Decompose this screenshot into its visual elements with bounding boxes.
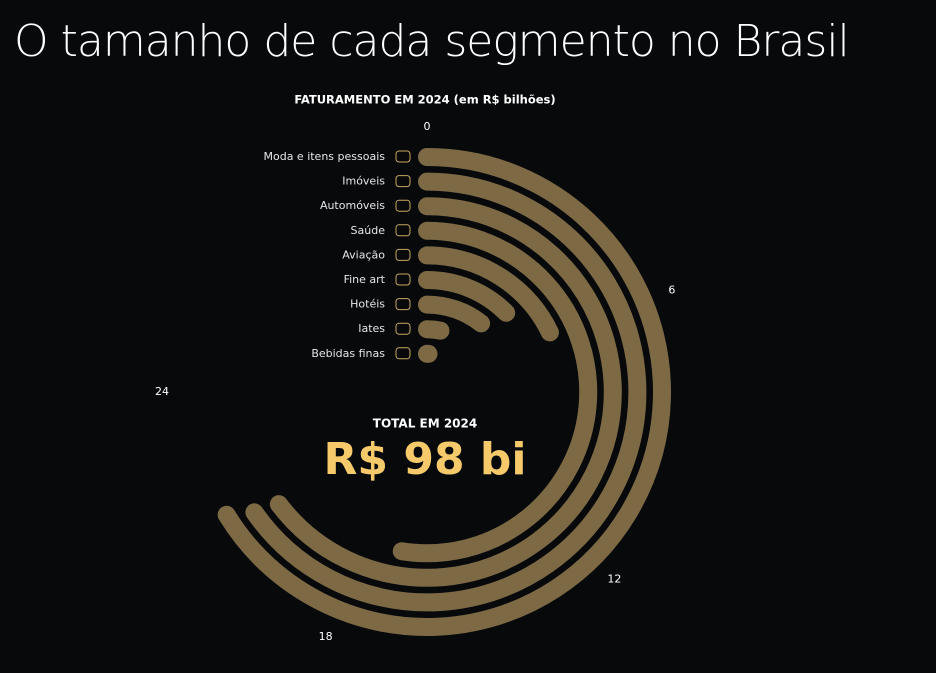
category-icon: [395, 199, 411, 212]
angular-tick-label: 6: [668, 284, 675, 297]
chart-title: FATURAMENTO EM 2024 (em R$ bilhões): [294, 93, 555, 107]
radial-bar: [269, 197, 622, 587]
page-heading: O tamanho de cada segmento no Brasil: [14, 16, 849, 67]
radial-bar: [245, 172, 647, 612]
category-label: Fine art: [344, 273, 386, 286]
center-value: R$ 98 bi: [324, 434, 527, 485]
category-label: Iates: [358, 322, 385, 335]
category-label: Automóveis: [320, 199, 385, 212]
category-icon: [395, 298, 411, 311]
angular-tick-label: 12: [607, 572, 621, 585]
category-label: Bebidas finas: [311, 347, 385, 360]
category-icon: [395, 322, 411, 335]
radial-bar: [418, 246, 559, 342]
category-icon: [395, 273, 411, 286]
angular-tick-label: 0: [424, 120, 431, 133]
category-label: Hotéis: [350, 298, 385, 311]
radial-bar: [418, 271, 516, 322]
category-label: Moda e itens pessoais: [263, 150, 385, 163]
center-label: TOTAL EM 2024: [373, 417, 477, 431]
category-label: Imóveis: [342, 175, 385, 188]
category-icon: [395, 150, 411, 163]
angular-tick-label: 24: [155, 385, 169, 398]
category-icon: [395, 224, 411, 237]
category-icon: [395, 347, 411, 360]
radial-bar: [418, 295, 491, 333]
category-icon: [395, 248, 411, 261]
radial-bar: [217, 148, 671, 636]
radial-bar: [418, 320, 450, 340]
category-icon: [395, 175, 411, 188]
radial-bar: [392, 221, 598, 563]
category-label: Saúde: [351, 224, 386, 237]
category-label: Aviação: [342, 248, 385, 261]
angular-tick-label: 18: [319, 630, 333, 643]
